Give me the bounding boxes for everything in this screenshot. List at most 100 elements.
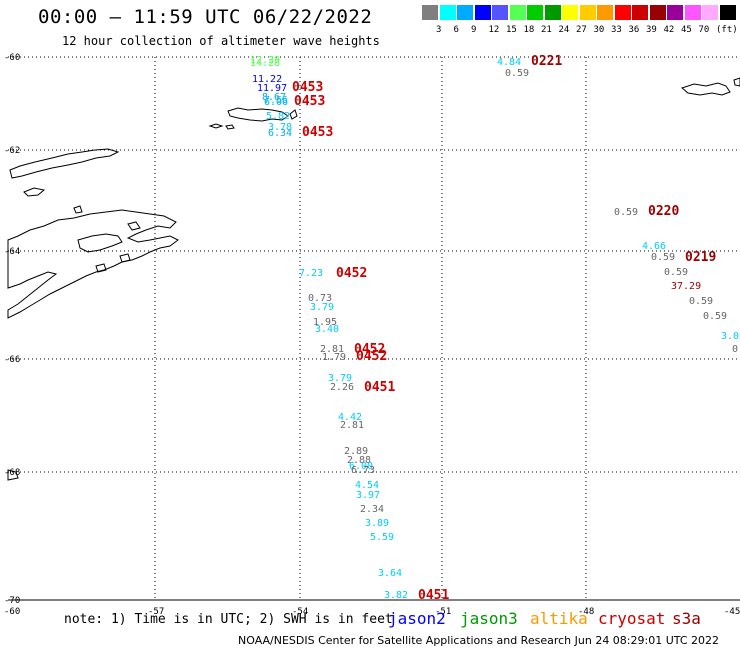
island-shetland-2 — [23, 187, 46, 197]
wave-height-label: 14.28 — [250, 58, 280, 69]
legend-cryosat: cryosat — [598, 609, 666, 628]
map-title: 00:00 – 11:59 UTC 06/22/2022 — [38, 6, 373, 28]
lon-label: -51 — [435, 607, 451, 617]
wave-height-label: 0.59 — [703, 311, 727, 322]
scale-swatch — [562, 5, 578, 20]
legend-altika: altika — [530, 609, 588, 628]
wave-height-label: 6.34 — [268, 128, 292, 139]
legend-jason3: jason3 — [460, 609, 518, 628]
scale-label: 12 — [488, 25, 500, 35]
scale-label: (ft) — [716, 25, 738, 35]
wave-height-label: 3.64 — [378, 568, 402, 579]
scale-label: 9 — [471, 25, 477, 35]
james-ross-island — [77, 233, 123, 253]
pass-time-label: 0220 — [648, 204, 679, 219]
wave-height-label: 3.97 — [356, 490, 380, 501]
footer-note: note: 1) Time is in UTC; 2) SWH is in fe… — [64, 612, 393, 627]
scale-swatch — [527, 5, 543, 20]
pass-time-label: 0453 — [302, 125, 333, 140]
lat-label: -60 — [4, 53, 20, 63]
wave-height-label: 7.23 — [299, 268, 323, 279]
lat-label: -68 — [4, 468, 20, 478]
wave-height-label: 0.59 — [689, 296, 713, 307]
wave-height-label: 0.59 — [651, 252, 675, 263]
scale-swatch — [649, 5, 666, 20]
legend-jason2: jason2 — [388, 609, 446, 628]
lat-label: -64 — [4, 247, 20, 257]
scale-label: 30 — [593, 25, 605, 35]
scale-label: 3 — [436, 25, 442, 35]
scale-swatch — [632, 5, 648, 20]
wave-height-label: 1.79 — [322, 352, 346, 363]
wave-height-label: 3.89 — [365, 518, 389, 529]
scale-label: 27 — [576, 25, 587, 35]
wave-height-label: 12.29 — [250, 55, 280, 66]
map-frame — [8, 56, 740, 601]
map-subtitle: 12 hour collection of altimeter wave hei… — [62, 34, 380, 48]
wave-height-label: 1.95 — [313, 317, 337, 328]
pass-time-label: 0453 — [294, 94, 325, 109]
wave-height-label: 7.55 — [264, 95, 288, 106]
lat-label: -62 — [4, 146, 20, 156]
wave-height-label: 4.42 — [338, 412, 362, 423]
wave-height-label: 2.89 — [344, 446, 368, 457]
south-shetland-islands — [9, 148, 120, 179]
pass-time-label: 0453 — [292, 80, 323, 95]
lon-label: -60 — [4, 607, 20, 617]
wave-height-label: 2.26 — [330, 382, 354, 393]
coast-west-fragment — [7, 469, 19, 481]
scale-label: 42 — [663, 25, 675, 35]
scale-swatch — [544, 5, 561, 20]
island-south-orkney-main — [227, 107, 289, 122]
legend-s3a: s3a — [672, 609, 701, 628]
lat-label: -70 — [4, 596, 20, 606]
wave-height-label: 2.81 — [320, 344, 344, 355]
wave-height-label: 11.97 — [257, 83, 287, 94]
scale-swatch — [684, 5, 701, 20]
lat-label: -66 — [4, 355, 20, 365]
wave-height-label: 3.40 — [315, 324, 339, 335]
scale-label: 45 — [681, 25, 692, 35]
wave-height-label: 0.59 — [664, 267, 688, 278]
wave-height-label: 2.34 — [360, 504, 384, 515]
pass-time-label: 0221 — [531, 54, 562, 69]
wave-height-label: 4.66 — [642, 241, 666, 252]
scale-label: 24 — [558, 25, 570, 35]
wave-height-label: 5.82 — [266, 111, 290, 122]
scale-swatch — [474, 5, 491, 20]
island-peninsula-small-3 — [95, 263, 107, 273]
scale-swatch — [614, 5, 631, 20]
wave-height-label: 6.73 — [351, 465, 375, 476]
scale-swatch — [457, 5, 473, 20]
antarctic-peninsula — [7, 209, 179, 319]
island-shetland-3 — [73, 205, 83, 214]
wave-height-label: 3.79 — [310, 302, 334, 313]
wave-height-label: 3.82 — [384, 590, 408, 601]
lon-label: -45 — [724, 607, 740, 617]
scale-label: 36 — [628, 25, 640, 35]
scale-swatch — [702, 5, 718, 20]
pass-time-label: 0451 — [364, 380, 395, 395]
wave-height-label: 8.67 — [262, 92, 286, 103]
wave-height-label: 5.59 — [370, 532, 394, 543]
scale-label: 18 — [523, 25, 535, 35]
scale-swatch — [422, 5, 438, 20]
scale-swatch — [439, 5, 456, 20]
wave-height-label: 2.81 — [340, 420, 364, 431]
scale-swatch — [579, 5, 596, 20]
island-small-3 — [289, 109, 298, 120]
wave-height-label: 3.78 — [268, 122, 292, 133]
pass-time-label: 0219 — [685, 250, 716, 265]
scale-swatch — [509, 5, 526, 20]
credit-line: NOAA/NESDIS Center for Satellite Applica… — [238, 634, 720, 647]
lon-label: -54 — [292, 607, 308, 617]
pass-time-label: 0451 — [418, 588, 449, 603]
graticule — [8, 57, 740, 600]
wave-height-label: 0. — [732, 344, 740, 355]
scale-label: 33 — [611, 25, 622, 35]
wave-height-label: 2.88 — [347, 455, 371, 466]
wave-height-label: 11.22 — [252, 74, 282, 85]
wave-height-label: 3.79 — [328, 373, 352, 384]
island-small-2 — [225, 124, 235, 130]
